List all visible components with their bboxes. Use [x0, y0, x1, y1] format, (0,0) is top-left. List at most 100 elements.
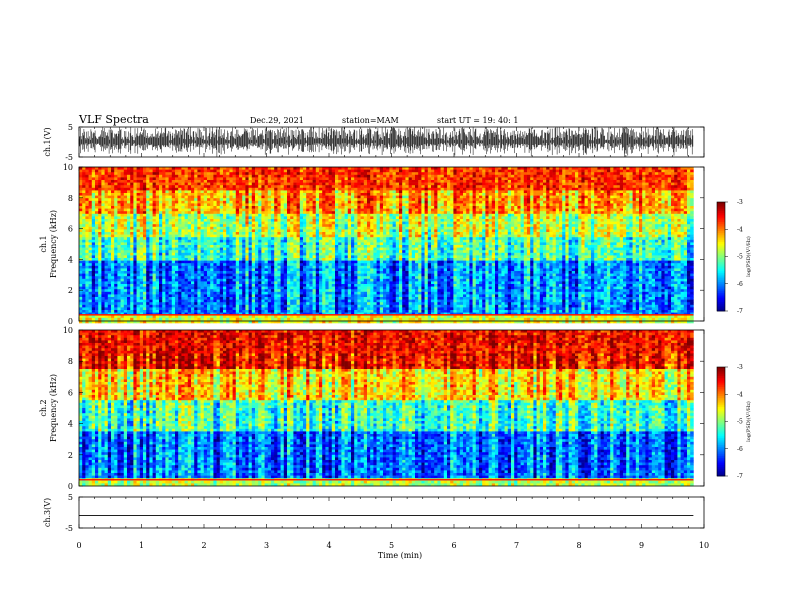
- spectrogram-cell: [105, 188, 109, 191]
- spectrogram-cell: [146, 289, 150, 292]
- spectrogram-cell: [101, 198, 105, 201]
- spectrogram-cell: [146, 172, 150, 175]
- spectrogram-cell: [121, 211, 125, 214]
- spectrogram-cell: [95, 227, 99, 230]
- spectrogram-cell: [130, 266, 134, 269]
- spectrogram-cell: [79, 297, 83, 300]
- spectrogram-cell: [114, 276, 118, 279]
- spectrogram-cell: [140, 198, 144, 201]
- spectrogram-cell: [124, 263, 128, 266]
- spectrogram-cell: [156, 201, 160, 204]
- spectrogram-cell: [130, 268, 134, 271]
- spectrogram-cell: [111, 242, 115, 245]
- spectrogram-cell: [85, 284, 89, 287]
- spectrogram-cell: [114, 183, 118, 186]
- spectrogram-cell: [111, 279, 115, 282]
- spectrogram-cell: [153, 201, 157, 204]
- spectrogram-cell: [133, 172, 137, 175]
- spectrogram-cell: [156, 294, 160, 297]
- spectrogram-cell: [140, 209, 144, 212]
- spectrogram-cell: [133, 248, 137, 251]
- spectrogram-cell: [79, 284, 83, 287]
- spectrogram-cell: [105, 274, 109, 277]
- spectrogram-cell: [121, 206, 125, 209]
- spectrogram-cell: [114, 209, 118, 212]
- spectrogram-cell: [140, 214, 144, 217]
- spectrogram-cell: [143, 242, 147, 245]
- spectrogram-cell: [127, 248, 131, 251]
- spectrogram-cell: [98, 206, 102, 209]
- spectrogram-cell: [153, 279, 157, 282]
- spectrogram-cell: [82, 185, 86, 188]
- spectrogram-cell: [92, 180, 96, 183]
- spectrogram-cell: [101, 219, 105, 222]
- spectrogram-cell: [117, 222, 121, 225]
- spectrogram-cell: [92, 170, 96, 173]
- spectrogram-cell: [146, 255, 150, 258]
- spectrogram-cell: [127, 242, 131, 245]
- spectrogram-cell: [149, 167, 153, 170]
- spectrogram-cell: [137, 183, 141, 186]
- spectrogram-cell: [127, 310, 131, 313]
- spectrogram-cell: [143, 196, 147, 199]
- spectrogram-cell: [82, 206, 86, 209]
- spectrogram-cell: [121, 232, 125, 235]
- spectrogram-cell: [127, 258, 131, 261]
- spectrogram-cell: [143, 302, 147, 305]
- spectrogram-cell: [108, 302, 112, 305]
- spectrogram-cell: [114, 211, 118, 214]
- spectrogram-cell: [121, 175, 125, 178]
- spectrogram-cell: [124, 242, 128, 245]
- spectrogram-cell: [114, 245, 118, 248]
- spectrogram-cell: [121, 201, 125, 204]
- spectrogram-cell: [130, 240, 134, 243]
- spectrogram-cell: [127, 183, 131, 186]
- spectrogram-cell: [105, 300, 109, 303]
- spectrogram-cell: [79, 206, 83, 209]
- spectrogram-cell: [156, 242, 160, 245]
- spectrogram-cell: [153, 253, 157, 256]
- spectrogram-cell: [124, 227, 128, 230]
- spectrogram-cell: [95, 172, 99, 175]
- spectrogram-cell: [124, 193, 128, 196]
- spectrogram-cell: [92, 315, 96, 318]
- spectrogram-cell: [140, 310, 144, 313]
- spectrogram-cell: [85, 250, 89, 253]
- spectrogram-cell: [130, 305, 134, 308]
- spectrogram-cell: [140, 193, 144, 196]
- spectrogram-cell: [124, 216, 128, 219]
- spectrogram-cell: [121, 258, 125, 261]
- spectrogram-cell: [101, 300, 105, 303]
- spectrogram-cell: [114, 190, 118, 193]
- spectrogram-cell: [101, 209, 105, 212]
- spectrogram-cell: [85, 229, 89, 232]
- spectrogram-cell: [82, 318, 86, 321]
- spectrogram-cell: [127, 196, 131, 199]
- spectrogram-cell: [98, 294, 102, 297]
- spectrogram-cell: [127, 292, 131, 295]
- spectrogram-cell: [98, 258, 102, 261]
- spectrogram-cell: [149, 206, 153, 209]
- spectrogram-cell: [146, 266, 150, 269]
- spectrogram-cell: [121, 281, 125, 284]
- spectrogram-cell: [108, 190, 112, 193]
- spectrogram-cell: [92, 307, 96, 310]
- spectrogram-cell: [153, 271, 157, 274]
- spectrogram-cell: [85, 294, 89, 297]
- spectrogram-cell: [92, 266, 96, 269]
- spectrogram-cell: [95, 177, 99, 180]
- spectrogram-cell: [127, 206, 131, 209]
- spectrogram-cell: [79, 242, 83, 245]
- spectrogram-cell: [133, 216, 137, 219]
- spectrogram-cell: [140, 284, 144, 287]
- spectrogram-cell: [124, 170, 128, 173]
- spectrogram-cell: [114, 294, 118, 297]
- spectrogram-cell: [101, 279, 105, 282]
- spectrogram-cell: [133, 232, 137, 235]
- spectrogram-cell: [117, 206, 121, 209]
- y-tick-label: 5: [68, 123, 73, 132]
- spectrogram-cell: [130, 250, 134, 253]
- spectrogram-cell: [82, 193, 86, 196]
- spectrogram-cell: [137, 193, 141, 196]
- spectrogram-cell: [153, 248, 157, 251]
